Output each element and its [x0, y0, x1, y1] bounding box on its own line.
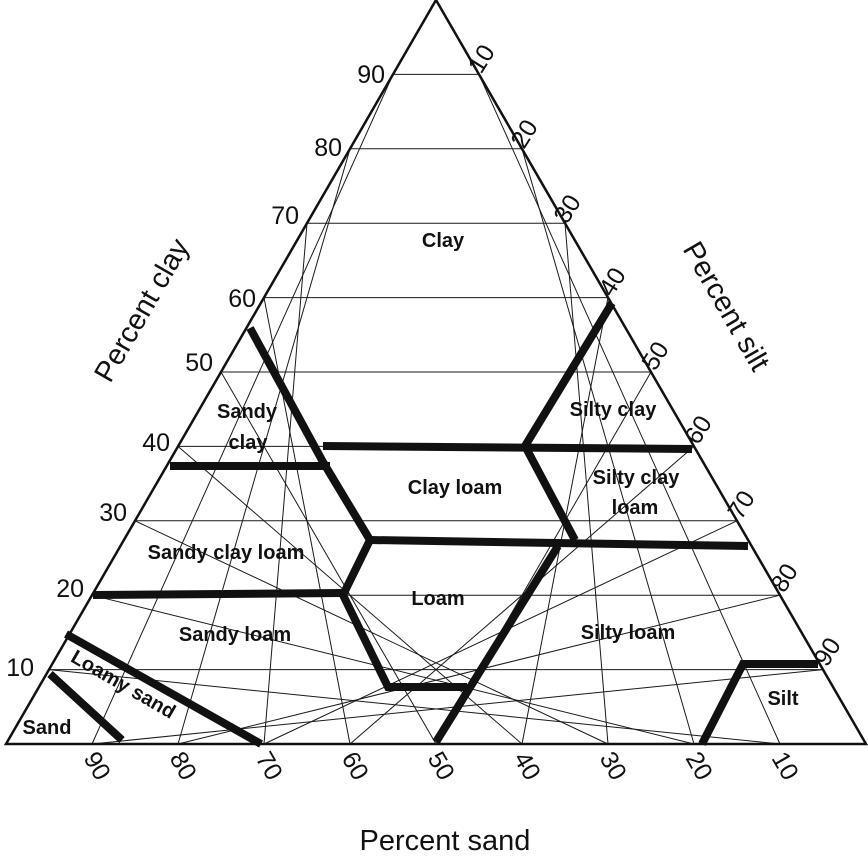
class-boundaries: [47, 300, 818, 748]
grid-line-diagonal: [91, 594, 695, 745]
clay-tick-label: 80: [314, 134, 342, 162]
region-label-sandy-clay: clay: [229, 432, 269, 454]
clay-tick-label: 70: [271, 202, 299, 230]
grid-line-diagonal: [564, 223, 609, 745]
sand-tick-label: 10: [766, 747, 804, 785]
clay-tick-label: 60: [228, 285, 256, 313]
sand-tick-label: 70: [250, 747, 288, 785]
clay-tick-label: 40: [142, 429, 170, 457]
boundary-loam-bottom: [339, 593, 467, 691]
region-label-sandy-clay-loam: Sandy clay loam: [148, 542, 305, 564]
sand-tick-label: 90: [78, 747, 116, 785]
region-label-sandy-loam: Sandy loam: [179, 624, 291, 646]
sand-tick-label: 30: [594, 747, 632, 785]
boundary-sand-loamy-sand: [47, 671, 125, 743]
silt-tick-label: 70: [722, 486, 760, 524]
boundary-silt-loam-west: [432, 543, 562, 745]
silt-tick-label: 50: [636, 337, 674, 375]
boundary-sandy-clay-loam-20: [92, 589, 344, 599]
region-label-sand: Sand: [23, 717, 72, 739]
region-label-clay-loam: Clay loam: [408, 477, 502, 499]
grid-line-diagonal: [478, 74, 781, 745]
region-label-silty-clay: Silty clay: [570, 399, 658, 421]
sand-tick-label: 50: [422, 747, 460, 785]
silt-tick-label: 40: [593, 263, 631, 301]
sand-tick-label: 40: [508, 747, 546, 785]
boundary-clay-40: [322, 442, 693, 453]
boundary-sandy-clay-west: [246, 326, 375, 597]
sand-axis-title: Percent sand: [360, 825, 531, 857]
clay-tick-label: 20: [56, 575, 84, 603]
region-label-clay: Clay: [422, 230, 465, 252]
region-label-loam: Loam: [411, 588, 464, 610]
clay-tick-label: 90: [357, 61, 385, 89]
clay-tick-label: 30: [99, 499, 127, 527]
triangle-grid: [48, 73, 824, 745]
sand-tick-label: 20: [680, 747, 718, 785]
silt-axis-ticks: 10 20 30 40 50 60 70 80 90: [462, 40, 846, 671]
grid-line-diagonal: [220, 371, 437, 745]
boundary-silt: [698, 660, 818, 746]
silt-tick-label: 60: [679, 411, 717, 449]
sand-tick-label: 60: [336, 747, 374, 785]
triangle-outline: [3, 0, 868, 746]
region-label-silt: Silt: [767, 688, 798, 710]
clay-axis-ticks: 10 20 30 40 50 60 70 80 90: [6, 61, 385, 682]
grid-line-diagonal: [48, 669, 781, 745]
boundary-loamy-sand-sandy-loam: [64, 630, 263, 748]
sand-tick-label: 80: [164, 747, 202, 785]
region-label-silty-clay-loam: Silty clay: [593, 467, 681, 489]
sand-axis-ticks: 90 80 70 60 50 40 30 20 10: [78, 747, 804, 785]
clay-axis-title: Percent clay: [88, 233, 196, 388]
silt-tick-label: 80: [765, 559, 803, 597]
grid-line-diagonal: [134, 520, 609, 745]
boundary-loam-27: [369, 536, 749, 550]
silt-tick-label: 30: [548, 190, 586, 228]
region-label-silty-loam: Silty loam: [581, 622, 675, 644]
silt-tick-label: 10: [462, 40, 500, 78]
region-label-silty-clay-loam: loam: [612, 497, 659, 519]
clay-tick-label: 10: [6, 654, 34, 682]
clay-tick-label: 50: [185, 349, 213, 377]
silt-tick-label: 20: [505, 115, 543, 153]
region-label-sandy-clay: Sandy: [217, 401, 278, 423]
silt-axis-title: Percent silt: [676, 236, 775, 376]
